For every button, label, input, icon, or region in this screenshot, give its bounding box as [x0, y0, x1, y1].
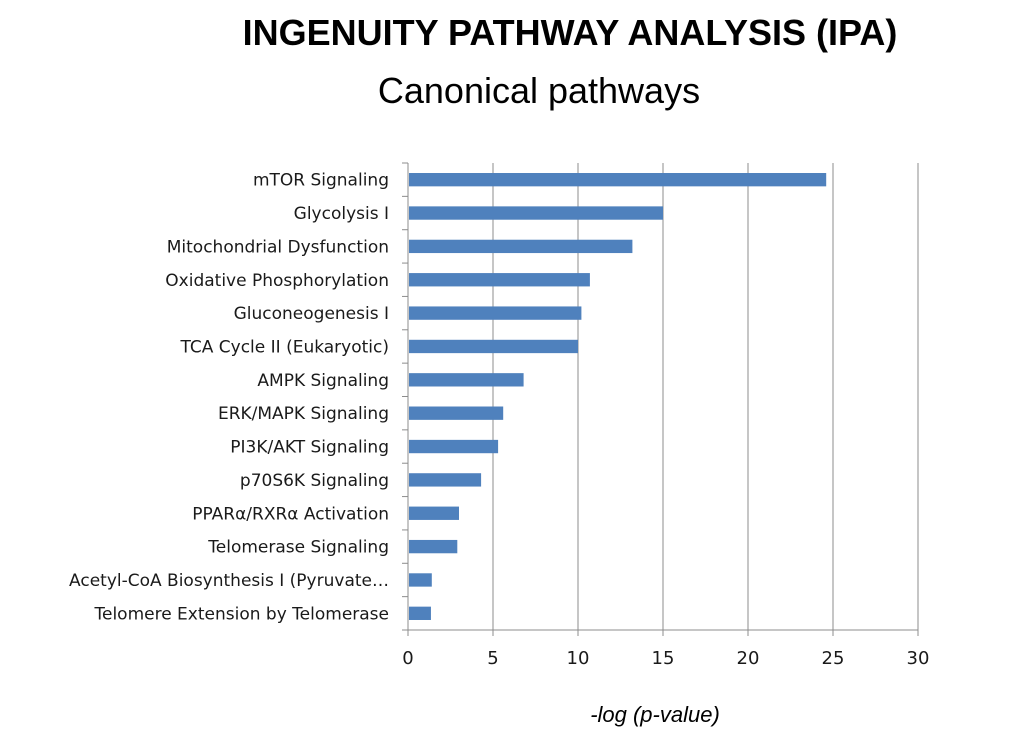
category-label: TCA Cycle II (Eukaryotic)	[179, 337, 389, 357]
category-label: ERK/MAPK Signaling	[218, 404, 389, 424]
category-labels: mTOR Signaling Glycolysis I Mitochondrial …	[69, 171, 389, 625]
category-label: mTOR Signaling	[253, 171, 389, 191]
x-tick-label: 15	[652, 648, 675, 669]
bar-0	[409, 173, 827, 187]
x-axis-label: -log (p-value)	[590, 702, 720, 727]
category-label: Oxidative Phosphorylation	[165, 271, 389, 291]
category-label: Telomere Extension by Telomerase	[93, 604, 389, 624]
bar-9	[409, 473, 482, 487]
category-label: PPARα/RXRα Activation	[192, 504, 389, 524]
bar-13	[409, 606, 431, 620]
bar-1	[409, 206, 663, 220]
x-tick-label: 20	[737, 648, 760, 669]
bar-8	[409, 439, 499, 454]
bar-10	[409, 506, 459, 520]
x-tick-label: 5	[487, 648, 498, 669]
bar-5	[409, 339, 578, 354]
bar-3	[409, 273, 590, 287]
gridlines	[402, 162, 919, 636]
bar-2	[409, 239, 633, 254]
x-tick-label: 25	[822, 648, 845, 669]
category-label: PI3K/AKT Signaling	[230, 438, 389, 458]
bar-4	[409, 306, 582, 320]
category-label: AMPK Signaling	[257, 371, 389, 391]
bar-7	[409, 406, 504, 420]
bars	[409, 173, 827, 620]
bar-11	[409, 539, 458, 554]
x-tick-label: 30	[907, 648, 930, 669]
page-title: INGENUITY PATHWAY ANALYSIS (IPA)	[242, 12, 898, 53]
bar-6	[409, 373, 524, 387]
x-tick-label: 0	[402, 648, 413, 669]
category-label: p70S6K Signaling	[240, 471, 389, 491]
category-label: Telomerase Signaling	[207, 538, 389, 558]
category-label: Glycolysis I	[294, 204, 389, 224]
x-tick-label: 10	[567, 648, 590, 669]
category-label: Gluconeogenesis I	[234, 304, 389, 324]
page-subtitle: Canonical pathways	[377, 70, 701, 111]
category-label: Acetyl-CoA Biosynthesis I (Pyruvate…	[69, 571, 389, 591]
x-tick-labels: 0 5 10 15 20 25 30	[402, 648, 929, 669]
category-label: Mitochondrial Dysfunction	[167, 237, 389, 257]
bar-12	[409, 573, 432, 587]
